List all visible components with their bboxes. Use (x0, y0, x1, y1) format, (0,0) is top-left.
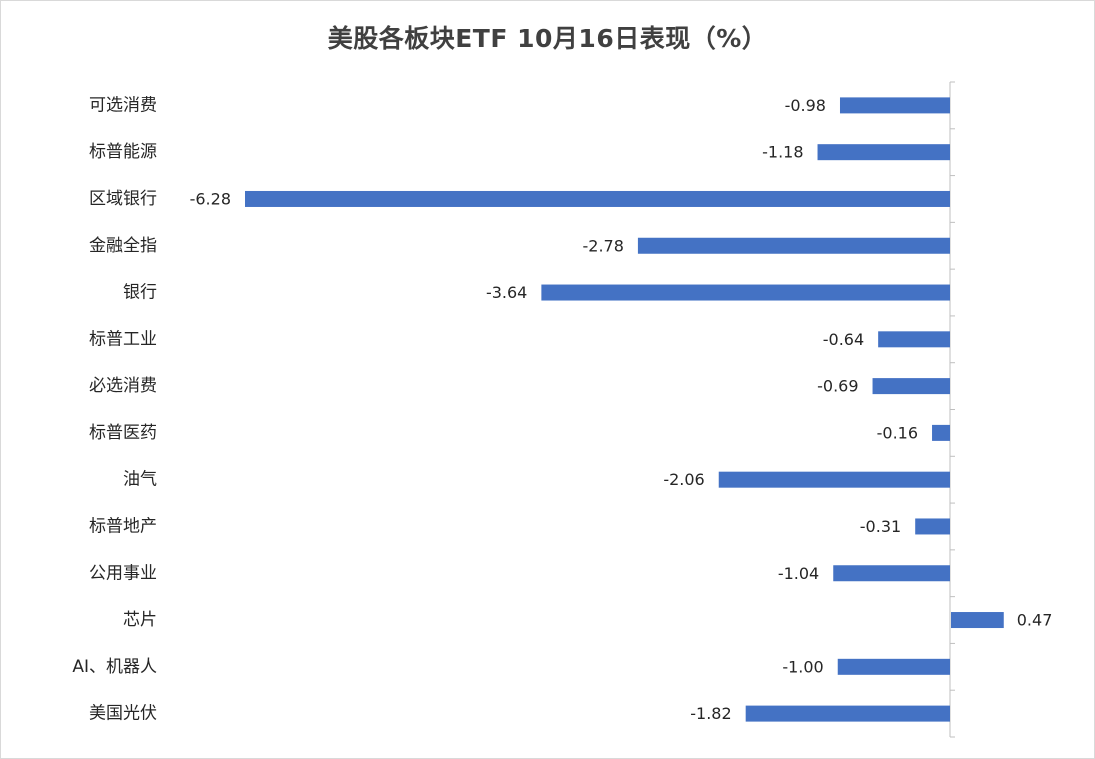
data-label: -2.78 (583, 236, 624, 255)
bar (915, 518, 950, 535)
category-label: 公用事业 (89, 563, 157, 583)
bar (872, 378, 950, 395)
category-label: 标普工业 (89, 329, 157, 349)
bar (833, 565, 950, 582)
category-label: 油气 (123, 470, 157, 490)
data-label: -1.82 (690, 704, 731, 723)
bar (817, 144, 950, 161)
data-label: 0.47 (1017, 611, 1053, 630)
category-label: 区域银行 (89, 189, 157, 209)
bar (951, 612, 1004, 629)
data-label: -1.00 (782, 657, 823, 676)
data-label: -0.69 (817, 377, 858, 396)
category-label: 标普医药 (89, 423, 157, 443)
data-label: -3.64 (486, 283, 527, 302)
bar (245, 190, 950, 207)
data-label: -0.31 (860, 517, 901, 536)
category-label: AI、机器人 (72, 657, 157, 677)
bar (878, 331, 950, 348)
category-label: 标普能源 (89, 142, 157, 162)
data-label: -0.16 (877, 423, 918, 442)
category-label: 可选消费 (89, 95, 157, 115)
bar (541, 284, 950, 301)
data-label: -1.18 (762, 143, 803, 162)
category-label: 必选消费 (89, 376, 157, 396)
bar (837, 658, 950, 675)
chart-title: 美股各板块ETF 10月16日表现（%） (327, 24, 768, 53)
bar (839, 97, 950, 114)
data-label: -6.28 (190, 189, 231, 208)
data-label: -0.98 (785, 96, 826, 115)
category-label: 银行 (123, 283, 157, 303)
category-label: 芯片 (123, 610, 157, 630)
bar (637, 237, 950, 254)
category-label: 金融全指 (89, 236, 157, 256)
bar (932, 424, 950, 441)
category-label: 美国光伏 (89, 704, 157, 724)
data-label: -2.06 (663, 470, 704, 489)
data-label: -0.64 (823, 330, 864, 349)
bar (745, 705, 950, 722)
bar (718, 471, 950, 488)
data-label: -1.04 (778, 564, 819, 583)
category-label: 标普地产 (89, 516, 157, 536)
